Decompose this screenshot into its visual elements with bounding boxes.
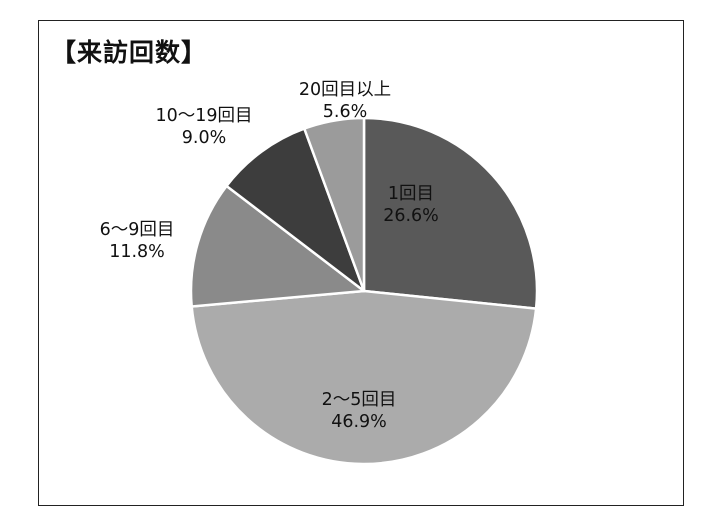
slice-label-2-name: 2〜5回目 [321,390,397,410]
slice-label-3-value: 11.8% [109,242,165,262]
pie-slice-2 [190,289,538,466]
slice-label-5-value: 5.6% [322,102,368,122]
slice-label-2-value: 46.9% [331,412,387,432]
slice-label-4-value: 9.0% [181,128,227,148]
slice-label-1-value: 26.6% [383,206,439,226]
slice-label-1-name: 1回目 [387,184,435,204]
chart-frame: 【来訪回数】 1回目 26.6% 2〜5回目 46.9% 6〜9回目 11.8%… [38,20,684,506]
slice-label-3-name: 6〜9回目 [99,220,175,240]
chart-title: 【来訪回数】 [51,38,208,67]
slice-label-1: 1回目 26.6% [366,183,456,227]
pie-slice-5 [303,116,366,293]
slice-label-5-name: 20回目以上 [298,80,392,100]
pie-slice-1 [362,116,539,310]
pie-slice-4 [225,127,366,293]
slice-label-5: 20回目以上 5.6% [280,79,410,123]
pie-slice-3 [189,184,366,308]
pie-chart [189,116,539,466]
slice-label-4: 10〜19回目 9.0% [139,105,269,149]
slice-label-2: 2〜5回目 46.9% [304,389,414,433]
slice-label-3: 6〜9回目 11.8% [82,219,192,263]
slice-label-4-name: 10〜19回目 [155,106,253,126]
